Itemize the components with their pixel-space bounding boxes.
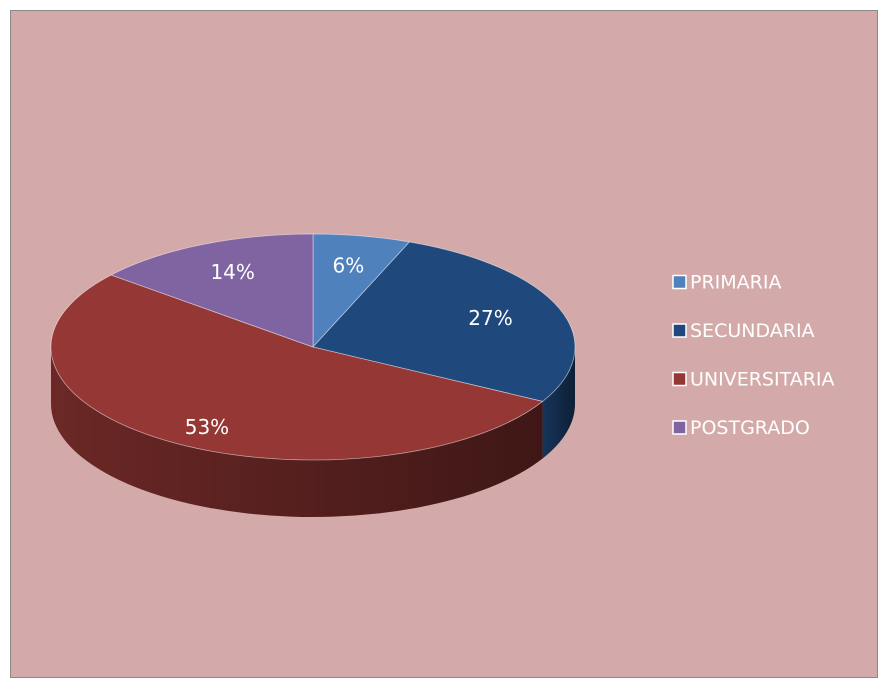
legend-swatch xyxy=(672,420,687,435)
legend-label: PRIMARIA xyxy=(690,272,781,294)
legend-label: SECUNDARIA xyxy=(690,320,815,342)
legend-swatch xyxy=(672,274,687,290)
legend-swatch xyxy=(672,371,687,387)
legend-label: UNIVERSITARIA xyxy=(690,369,835,391)
slice-side xyxy=(542,347,575,459)
slice-side xyxy=(51,347,543,518)
data-label: 27% xyxy=(468,306,512,330)
slice xyxy=(110,233,314,348)
data-label: 53% xyxy=(185,415,229,439)
data-label: 6% xyxy=(332,254,364,278)
slice xyxy=(50,274,544,461)
slice xyxy=(312,241,576,402)
data-label: 14% xyxy=(210,260,254,284)
legend-swatch xyxy=(672,323,687,338)
legend-label: POSTGRADO xyxy=(690,417,810,439)
